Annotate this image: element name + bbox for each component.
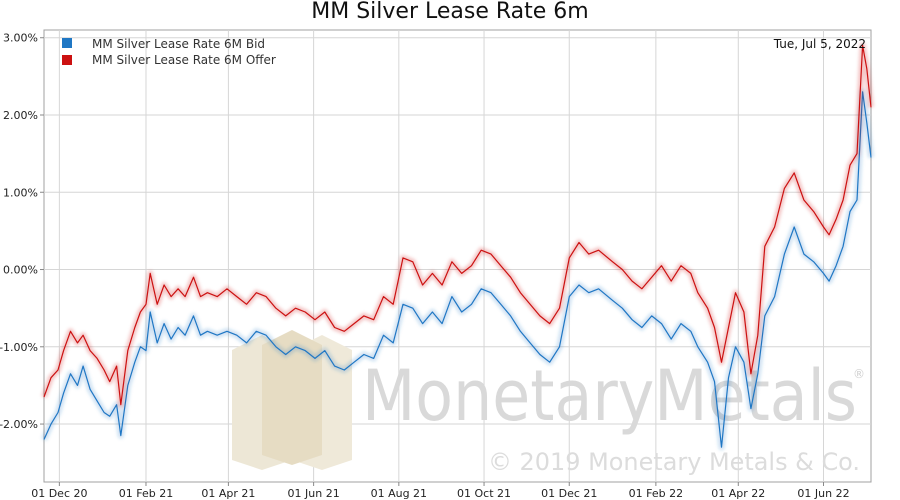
x-tick-label: 01 Dec 21	[541, 487, 597, 500]
x-tick-label: 01 Apr 22	[711, 487, 765, 500]
x-tick-label: 01 Oct 21	[457, 487, 511, 500]
watermark-registered: ®	[853, 367, 865, 381]
series-line-bid	[43, 91, 872, 448]
x-tick-label: 01 Feb 21	[119, 487, 173, 500]
y-tick-label: 0.00%	[3, 264, 38, 277]
axes: 3.00% 2.00% 1.00% 0.00% -1.00% -2.00% 01 Dec 2…	[0, 32, 850, 500]
y-tick-label: -2.00%	[0, 418, 38, 431]
y-tick-label: 3.00%	[3, 32, 38, 45]
legend-swatch-offer	[62, 55, 72, 65]
chart-title: MM Silver Lease Rate 6m	[311, 0, 588, 24]
x-tick-label: 01 Aug 21	[371, 487, 427, 500]
series-line-offer	[43, 44, 872, 406]
x-tick-label: 01 Dec 20	[31, 487, 87, 500]
x-tick-label: 01 Jun 21	[288, 487, 340, 500]
legend-swatch-bid	[62, 38, 72, 48]
x-tick-label: 01 Feb 22	[629, 487, 683, 500]
watermark-copyright: © 2019 Monetary Metals & Co.	[488, 448, 860, 476]
legend-label-bid: MM Silver Lease Rate 6M Bid	[92, 37, 265, 51]
x-tick-label: 01 Jun 22	[797, 487, 849, 500]
y-tick-label: -1.00%	[0, 341, 38, 354]
legend-label-offer: MM Silver Lease Rate 6M Offer	[92, 53, 276, 67]
y-tick-label: 1.00%	[3, 186, 38, 199]
x-tick-label: 01 Apr 21	[201, 487, 255, 500]
y-tick-label: 2.00%	[3, 109, 38, 122]
chart-date: Tue, Jul 5, 2022	[773, 37, 866, 51]
series-layer	[41, 42, 874, 451]
plot-area	[43, 29, 872, 483]
legend: MM Silver Lease Rate 6M Bid MM Silver Le…	[62, 37, 276, 67]
watermark-brand: MonetaryMetals	[362, 355, 857, 437]
